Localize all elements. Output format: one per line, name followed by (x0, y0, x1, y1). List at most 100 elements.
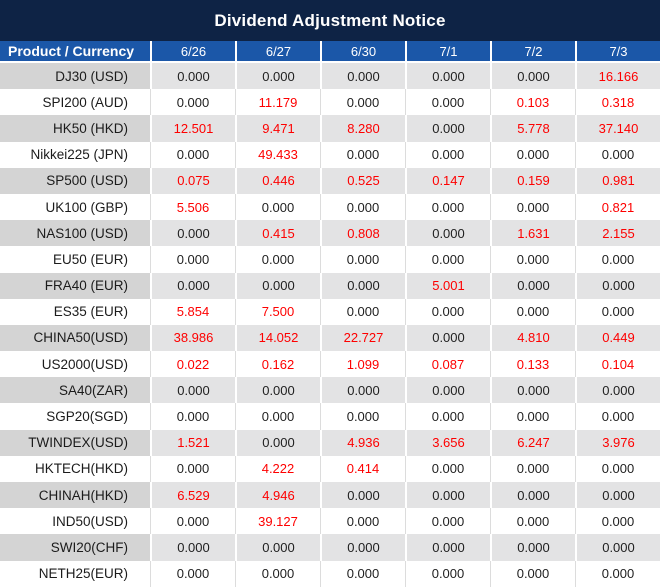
table-row: FRA40 (EUR) 0.000 0.000 0.000 5.001 0.000 0.00… (0, 272, 660, 299)
value-cell: 0.000 (575, 246, 660, 273)
value-cell: 0.103 (490, 89, 575, 116)
value-cell: 0.000 (150, 246, 235, 273)
date-column-header: 7/3 (575, 41, 660, 63)
table-row: SWI20(CHF) 0.000 0.000 0.000 0.000 0.000 0.000 (0, 534, 660, 561)
table-row: CHINAH(HKD) 6.529 4.946 0.000 0.000 0.000 0.00… (0, 482, 660, 509)
product-cell: NETH25(EUR) (0, 560, 150, 587)
value-cell: 0.000 (490, 534, 575, 561)
table-row: NETH25(EUR) 0.000 0.000 0.000 0.000 0.000 0.00… (0, 560, 660, 587)
value-cell: 9.471 (235, 115, 320, 142)
value-cell: 0.022 (150, 351, 235, 378)
value-cell: 22.727 (320, 324, 405, 352)
value-cell: 1.521 (150, 429, 235, 456)
value-cell: 0.000 (575, 508, 660, 535)
value-cell: 11.179 (235, 89, 320, 116)
value-cell: 0.318 (575, 89, 660, 116)
value-cell: 0.000 (405, 246, 490, 273)
value-cell: 0.000 (150, 63, 235, 90)
value-cell: 0.415 (235, 220, 320, 247)
value-cell: 0.000 (490, 141, 575, 168)
value-cell: 0.000 (320, 508, 405, 535)
value-cell: 0.159 (490, 167, 575, 194)
value-cell: 0.000 (150, 534, 235, 561)
value-cell: 0.000 (150, 403, 235, 430)
table-row: ES35 (EUR) 5.854 7.500 0.000 0.000 0.000 0.000 (0, 298, 660, 325)
header-row: Product / Currency 6/26 6/27 6/30 7/1 7/2 7/3 (0, 41, 660, 63)
value-cell: 0.000 (235, 63, 320, 90)
value-cell: 0.000 (575, 141, 660, 168)
value-cell: 0.000 (235, 246, 320, 273)
product-cell: US2000(USD) (0, 351, 150, 378)
value-cell: 3.976 (575, 429, 660, 456)
table-row: CHINA50(USD) 38.986 14.052 22.727 0.000 4.810… (0, 324, 660, 352)
value-cell: 0.449 (575, 324, 660, 352)
value-cell: 0.147 (405, 167, 490, 194)
value-cell: 0.000 (575, 298, 660, 325)
value-cell: 49.433 (235, 141, 320, 168)
product-cell: CHINA50(USD) (0, 324, 150, 352)
value-cell: 39.127 (235, 508, 320, 535)
date-column-header: 6/27 (235, 41, 320, 63)
value-cell: 0.000 (405, 455, 490, 482)
value-cell: 0.000 (575, 482, 660, 509)
value-cell: 0.000 (405, 560, 490, 587)
value-cell: 0.821 (575, 193, 660, 221)
value-cell: 0.000 (405, 482, 490, 509)
value-cell: 0.000 (320, 141, 405, 168)
value-cell: 0.000 (575, 272, 660, 299)
value-cell: 0.000 (235, 272, 320, 299)
value-cell: 0.000 (405, 534, 490, 561)
value-cell: 0.000 (405, 508, 490, 535)
value-cell: 0.000 (320, 246, 405, 273)
value-cell: 5.854 (150, 298, 235, 325)
value-cell: 5.778 (490, 115, 575, 142)
value-cell: 0.000 (150, 89, 235, 116)
value-cell: 0.414 (320, 455, 405, 482)
value-cell: 0.000 (490, 482, 575, 509)
dividend-table: Product / Currency 6/26 6/27 6/30 7/1 7/2 7/3 … (0, 41, 660, 587)
value-cell: 0.000 (235, 403, 320, 430)
value-cell: 0.000 (405, 403, 490, 430)
value-cell: 0.981 (575, 167, 660, 194)
value-cell: 0.104 (575, 351, 660, 378)
table-row: SP500 (USD) 0.075 0.446 0.525 0.147 0.159 0.98… (0, 167, 660, 194)
value-cell: 5.506 (150, 193, 235, 221)
value-cell: 0.000 (490, 246, 575, 273)
product-cell: UK100 (GBP) (0, 193, 150, 221)
value-cell: 0.000 (575, 455, 660, 482)
value-cell: 0.000 (575, 377, 660, 404)
table-row: UK100 (GBP) 5.506 0.000 0.000 0.000 0.000 0.82… (0, 193, 660, 221)
value-cell: 0.000 (405, 141, 490, 168)
product-cell: EU50 (EUR) (0, 246, 150, 273)
date-column-header: 6/30 (320, 41, 405, 63)
value-cell: 1.631 (490, 220, 575, 247)
value-cell: 0.000 (320, 403, 405, 430)
product-cell: SA40(ZAR) (0, 377, 150, 404)
value-cell: 0.000 (150, 220, 235, 247)
value-cell: 0.000 (575, 534, 660, 561)
table-row: Nikkei225 (JPN) 0.000 49.433 0.000 0.000 0.00… (0, 141, 660, 168)
value-cell: 0.075 (150, 167, 235, 194)
value-cell: 0.087 (405, 351, 490, 378)
product-cell: SPI200 (AUD) (0, 89, 150, 116)
table-row: NAS100 (USD) 0.000 0.415 0.808 0.000 1.631 2.1… (0, 220, 660, 247)
product-cell: FRA40 (EUR) (0, 272, 150, 299)
table-row: SA40(ZAR) 0.000 0.000 0.000 0.000 0.000 0.000 (0, 377, 660, 404)
value-cell: 3.656 (405, 429, 490, 456)
value-cell: 0.808 (320, 220, 405, 247)
value-cell: 0.000 (320, 193, 405, 221)
product-cell: IND50(USD) (0, 508, 150, 535)
table-row: IND50(USD) 0.000 39.127 0.000 0.000 0.000 0.00… (0, 508, 660, 535)
table-row: US2000(USD) 0.022 0.162 1.099 0.087 0.133 0.10… (0, 351, 660, 378)
value-cell: 6.529 (150, 482, 235, 509)
product-cell: CHINAH(HKD) (0, 482, 150, 509)
value-cell: 0.000 (320, 482, 405, 509)
value-cell: 0.000 (150, 560, 235, 587)
value-cell: 0.000 (490, 63, 575, 90)
value-cell: 0.000 (150, 508, 235, 535)
value-cell: 0.000 (490, 508, 575, 535)
value-cell: 0.000 (320, 89, 405, 116)
product-cell: Nikkei225 (JPN) (0, 141, 150, 168)
value-cell: 0.000 (405, 298, 490, 325)
